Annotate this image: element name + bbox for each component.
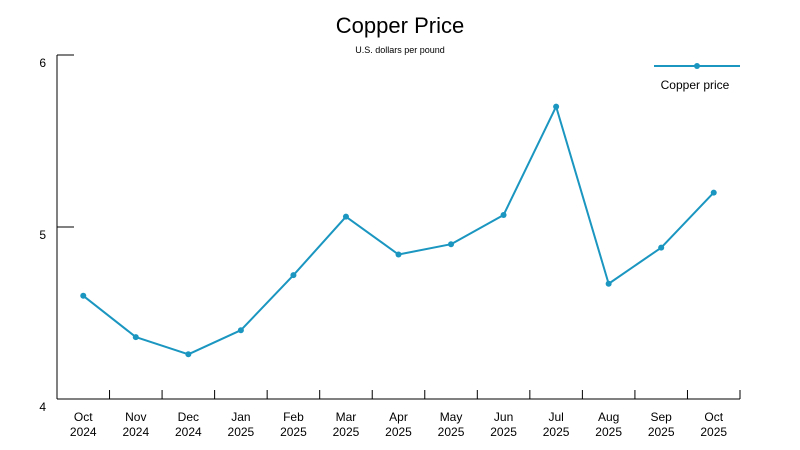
data-point	[80, 292, 87, 299]
series-line-copper-price	[82, 105, 715, 356]
data-point	[395, 251, 402, 258]
y-ticks: 4 5 6	[39, 54, 74, 414]
x-tick-label-year: 2025	[595, 425, 622, 439]
x-tick-label-year: 2025	[490, 425, 517, 439]
data-point	[710, 189, 717, 196]
x-ticks: Oct2024Nov2024Dec2024Jan2025Feb2025Mar20…	[56, 390, 741, 439]
chart-subtitle: U.S. dollars per pound	[355, 45, 445, 55]
x-tick-label-month: Nov	[125, 410, 146, 424]
x-tick-label-month: Jan	[231, 410, 250, 424]
legend: Copper price	[654, 63, 740, 92]
legend-marker	[694, 63, 700, 69]
x-tick-label-year: 2025	[333, 425, 360, 439]
axes	[56, 55, 740, 400]
x-tick-label-year: 2024	[70, 425, 97, 439]
data-point	[658, 244, 665, 251]
legend-label: Copper price	[661, 78, 730, 92]
x-tick-label-year: 2025	[648, 425, 675, 439]
x-tick-label-month: Sep	[651, 410, 673, 424]
chart-title: Copper Price	[336, 13, 464, 38]
data-point	[500, 211, 507, 218]
x-tick-label-month: Feb	[283, 410, 304, 424]
x-tick-label-month: May	[440, 410, 463, 424]
x-tick-label-year: 2025	[280, 425, 307, 439]
data-point	[553, 103, 560, 110]
x-tick-label-month: Dec	[178, 410, 199, 424]
x-tick-label-month: Mar	[336, 410, 357, 424]
data-point	[342, 213, 349, 220]
x-tick-label-year: 2025	[543, 425, 570, 439]
data-point	[237, 327, 244, 334]
x-tick-label-year: 2025	[438, 425, 465, 439]
x-tick-label-year: 2024	[175, 425, 202, 439]
x-tick-label-year: 2024	[122, 425, 149, 439]
x-tick-label-month: Jun	[494, 410, 513, 424]
x-tick-label-month: Oct	[704, 410, 723, 424]
data-point	[290, 272, 297, 279]
y-tick-label: 4	[39, 400, 46, 414]
y-tick-label: 6	[39, 56, 46, 70]
x-tick-label-year: 2025	[700, 425, 727, 439]
x-tick-label-year: 2025	[385, 425, 412, 439]
data-point	[132, 334, 139, 341]
x-tick-label-year: 2025	[228, 425, 255, 439]
x-tick-label-month: Apr	[389, 410, 408, 424]
x-tick-label-month: Oct	[74, 410, 93, 424]
data-point	[605, 280, 612, 287]
x-tick-label-month: Aug	[598, 410, 619, 424]
series-layer	[80, 103, 717, 358]
y-tick-label: 5	[39, 228, 46, 242]
x-tick-label-month: Jul	[548, 410, 563, 424]
data-point	[185, 351, 192, 358]
data-point	[448, 241, 455, 248]
